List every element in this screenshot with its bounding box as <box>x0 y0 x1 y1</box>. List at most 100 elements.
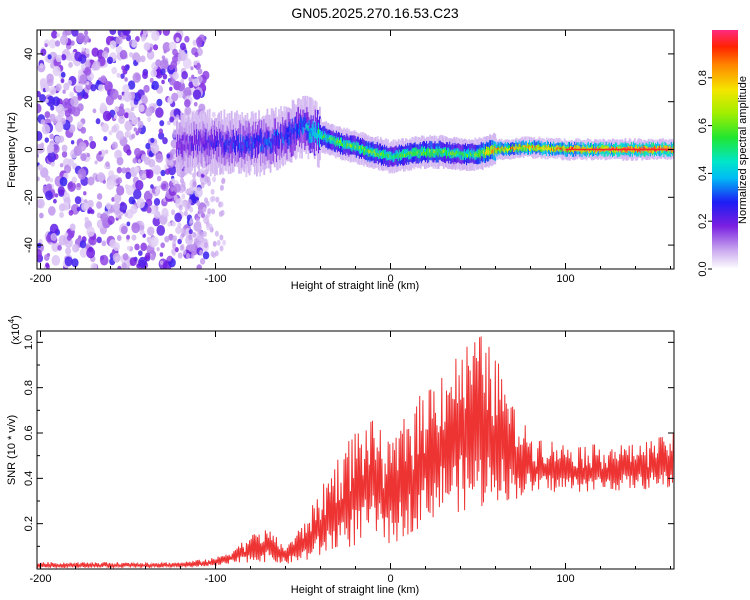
ridge-cell <box>470 152 472 156</box>
ridge-cell <box>378 153 381 157</box>
heatmap-cell <box>175 114 180 121</box>
ridge-cell <box>665 145 668 152</box>
heatmap-cell <box>169 86 173 92</box>
ridge-cell <box>214 142 216 149</box>
y-tick-label: -20 <box>23 189 35 205</box>
heatmap-cell <box>143 190 153 202</box>
ridge-cell <box>193 143 195 159</box>
ridge-cell <box>178 147 181 154</box>
ridge-cell <box>523 145 526 151</box>
ridge-cell <box>387 153 390 158</box>
heatmap-cell <box>109 30 117 35</box>
heatmap-cell <box>101 122 109 133</box>
ridge-cell <box>293 127 296 134</box>
heatmap-cell <box>161 79 165 85</box>
ridge-cell <box>406 153 408 157</box>
ridge-cell <box>262 144 265 151</box>
ridge-cell <box>319 129 321 136</box>
heatmap-cell <box>173 235 178 242</box>
heatmap-cell <box>172 119 177 126</box>
ridge-cell <box>508 145 510 151</box>
heatmap-cell <box>212 176 217 183</box>
ridge-cell <box>536 144 539 148</box>
heatmap-cell <box>119 49 128 60</box>
ridge-cell <box>637 150 639 153</box>
ridge-cell <box>467 149 469 158</box>
ridge-cell <box>182 143 185 159</box>
ridge-cell <box>503 147 506 150</box>
heatmap-cell <box>150 236 159 247</box>
ridge-cell <box>499 141 502 154</box>
ridge-cell <box>344 140 346 150</box>
heatmap-cell <box>70 140 75 145</box>
heatmap-cell <box>122 253 129 261</box>
ridge-cell <box>267 143 270 150</box>
ridge-cell <box>280 124 282 140</box>
ridge-cell <box>606 147 609 150</box>
main-title: GN05.2025.270.16.53.C23 <box>291 5 459 21</box>
ridge-cell <box>405 153 407 158</box>
colorbar-tick-label: 0.8 <box>697 70 709 85</box>
heatmap-cell <box>135 180 144 191</box>
ridge-cell <box>356 145 359 149</box>
ridge-cell <box>522 145 525 148</box>
ridge-cell <box>661 147 664 150</box>
ridge-cell <box>382 151 384 155</box>
ridge-cell <box>239 142 241 158</box>
heatmap-cell <box>81 202 89 212</box>
heatmap-cell <box>37 200 40 207</box>
heatmap-cell <box>55 54 62 63</box>
ridge-cell <box>534 147 537 151</box>
heatmap-cell <box>71 176 77 184</box>
ridge-cell <box>483 151 486 156</box>
ridge-cell <box>559 144 562 151</box>
heatmap-cell <box>190 252 195 259</box>
ridge-cell <box>200 135 203 142</box>
y-tick-label: 0.4 <box>23 471 35 486</box>
ridge-cell <box>338 139 341 149</box>
ridge-cell <box>484 151 487 156</box>
heatmap-cell <box>115 130 124 141</box>
ridge-cell <box>188 139 191 156</box>
ridge-cell <box>394 150 397 160</box>
heatmap-cell <box>207 208 212 215</box>
ridge-cell <box>530 145 532 148</box>
heatmap-cell <box>175 37 180 43</box>
ridge-cell <box>398 149 401 159</box>
ridge-cell <box>201 137 204 153</box>
ridge-cell <box>535 145 538 148</box>
heatmap-cell <box>49 223 59 235</box>
ridge-cell <box>370 149 373 153</box>
ridge-cell <box>601 145 604 151</box>
ridge-cell <box>298 128 300 135</box>
ridge-cell <box>438 148 441 152</box>
heatmap-cell <box>39 63 44 68</box>
ridge-cell <box>269 141 272 148</box>
heatmap-cell <box>123 91 132 103</box>
ridge-cell <box>246 141 249 148</box>
ridge-cell <box>240 134 243 141</box>
x-tick-label: -100 <box>204 273 226 285</box>
ridge-cell <box>210 128 213 144</box>
heatmap-cell <box>219 245 224 252</box>
heatmap-cell <box>63 164 72 174</box>
heatmap-cell <box>60 78 65 84</box>
ridge-cell <box>337 141 340 145</box>
ridge-cell <box>205 142 208 149</box>
heatmap-cell <box>55 115 62 123</box>
ridge-cell <box>292 128 295 135</box>
ridge-cell <box>184 132 187 148</box>
ridge-cell <box>466 153 468 158</box>
heatmap-cell <box>121 65 126 71</box>
heatmap-cell <box>133 99 139 105</box>
ridge-cell <box>335 140 338 144</box>
heatmap-cell <box>79 74 88 85</box>
heatmap-cell <box>71 258 79 268</box>
ridge-cell <box>334 139 337 143</box>
heatmap-cell <box>152 216 161 227</box>
ridge-cell <box>186 134 189 150</box>
ridge-cell <box>424 151 426 156</box>
heatmap-cell <box>37 153 40 158</box>
heatmap-cell <box>177 222 182 229</box>
ridge-cell <box>304 116 307 151</box>
